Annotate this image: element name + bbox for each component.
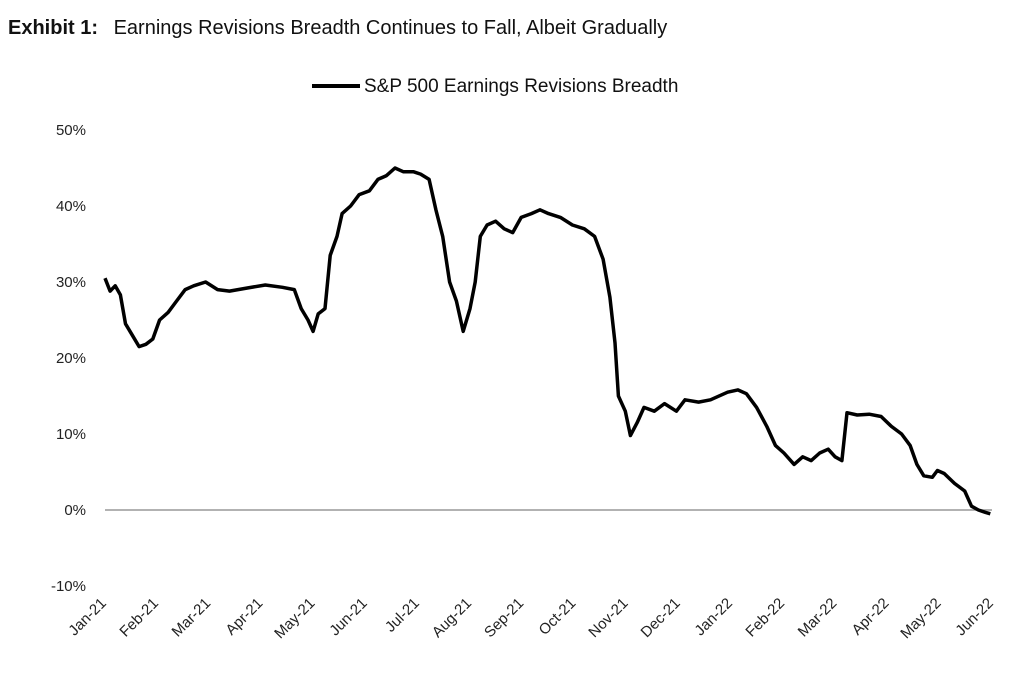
x-tick-label: Aug-21	[429, 595, 475, 641]
x-tick-label: Jun-21	[326, 595, 370, 639]
x-tick-label: Feb-21	[116, 595, 162, 641]
y-tick-label: 40%	[56, 198, 86, 215]
x-tick-label: May-21	[271, 595, 318, 642]
y-tick-label: 30%	[56, 274, 86, 291]
x-axis: Jan-21 Feb-21 Mar-21 Apr-21 May-21 Jun-21 Jul-…	[65, 595, 996, 642]
y-tick-label: 10%	[56, 426, 86, 443]
x-tick-label: Mar-21	[169, 595, 215, 641]
x-tick-label: Apr-22	[849, 595, 893, 639]
x-tick-label: Jul-21	[382, 595, 423, 636]
x-tick-label: Jan-21	[65, 595, 109, 639]
legend-label: S&P 500 Earnings Revisions Breadth	[364, 76, 678, 97]
exhibit-header: Exhibit 1: Earnings Revisions Breadth Co…	[8, 17, 667, 40]
series-line-revisions-breadth	[103, 166, 991, 516]
chart-legend: S&P 500 Earnings Revisions Breadth	[312, 76, 678, 97]
x-tick-label: Oct-21	[536, 595, 580, 639]
x-tick-label: Jan-22	[691, 595, 735, 639]
x-tick-label: Dec-21	[638, 595, 684, 641]
y-tick-label: 20%	[56, 350, 86, 367]
y-tick-label: 50%	[56, 122, 86, 139]
x-tick-label: Mar-22	[795, 595, 841, 641]
y-tick-label: 0%	[64, 502, 86, 519]
x-tick-label: Sep-21	[481, 595, 527, 641]
x-tick-label: Nov-21	[585, 595, 631, 641]
y-tick-label: -10%	[51, 578, 86, 595]
exhibit-label: Exhibit 1:	[8, 17, 99, 39]
x-tick-label: Jun-22	[952, 595, 996, 639]
x-tick-label: May-22	[897, 595, 944, 642]
y-axis: 50% 40% 30% 20% 10% 0% -10%	[51, 122, 86, 595]
x-tick-label: Apr-21	[222, 595, 266, 639]
exhibit-title: Earnings Revisions Breadth Continues to …	[113, 17, 668, 39]
x-tick-label: Feb-22	[742, 595, 788, 641]
